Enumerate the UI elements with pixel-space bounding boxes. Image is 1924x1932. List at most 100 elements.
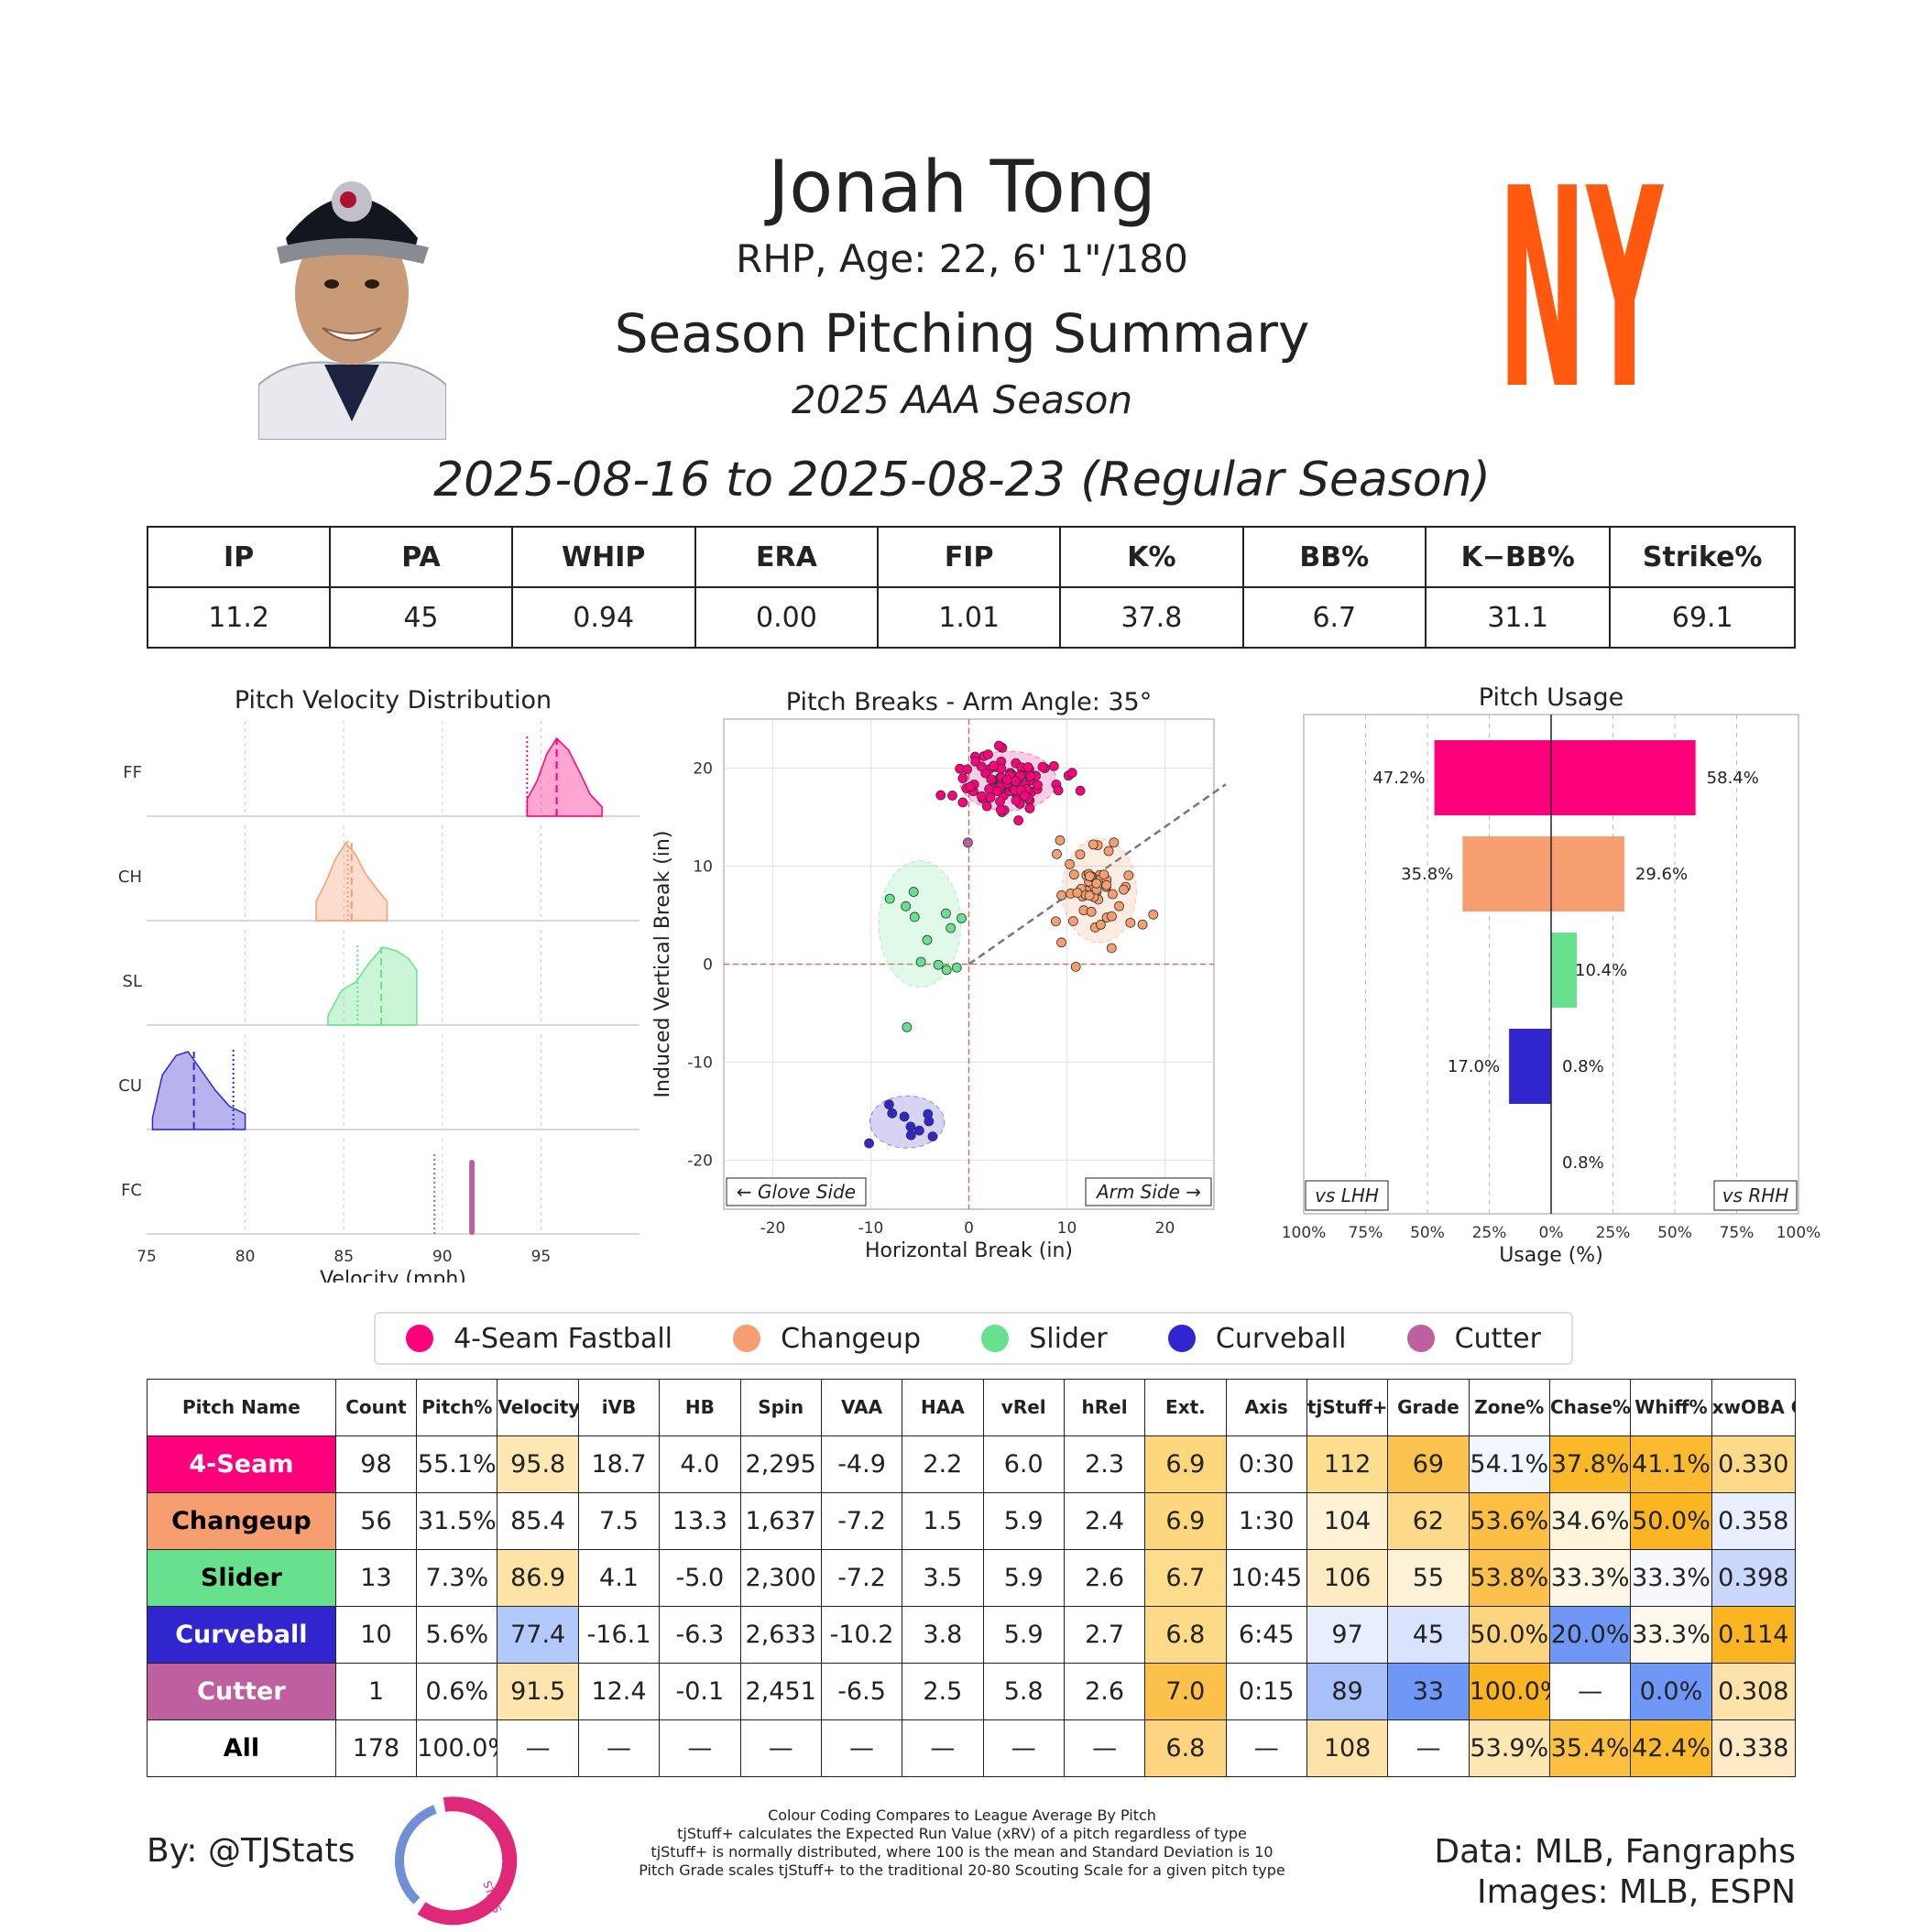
stat-header: PA [329, 526, 513, 588]
break-x-tick: 0 [964, 1219, 974, 1238]
pitch-table-header-cell: Pitch% [416, 1379, 498, 1436]
velocity-tick-label: 85 [333, 1248, 354, 1266]
break-point-ff [1020, 791, 1031, 802]
pitch-metric-cell: 0.6% [416, 1663, 498, 1720]
pitch-metric-cell: 86.9 [497, 1549, 579, 1607]
stat-header: IP [146, 526, 332, 588]
glove-side-frame [726, 1177, 867, 1206]
legend-label: Curveball [1215, 1322, 1347, 1355]
pitch-metric-cell: 5.9 [982, 1606, 1065, 1664]
pitch-metric-cell: 54.1% [1468, 1435, 1550, 1493]
usage-tick-label: 100% [1776, 1224, 1821, 1242]
break-point-sl [941, 908, 951, 919]
break-point-ch [1103, 846, 1114, 857]
footnote: tjStuff+ is normally distributed, where … [650, 1843, 1274, 1861]
break-point-ch [1114, 901, 1124, 911]
summary-title: Season Pitching Summary [614, 302, 1310, 365]
pitch-table-header-cell: Velocity [497, 1379, 579, 1436]
usage-bar-lhh-cu [1509, 1029, 1551, 1104]
break-point-cu [864, 1138, 874, 1149]
break-point-ch [1137, 919, 1148, 930]
pitch-metric-cell: 33.3% [1548, 1549, 1632, 1607]
break-point-cu [887, 1108, 898, 1119]
pitch-metric-cell: 1:30 [1225, 1492, 1307, 1550]
pitch-metric-cell: 97 [1306, 1606, 1389, 1664]
pitch-metric-cell: 85.4 [497, 1492, 579, 1550]
break-point-fc [963, 837, 973, 848]
break-point-ch [1067, 916, 1078, 926]
vs-lhh-label: vs LHH [1315, 1184, 1379, 1206]
pitch-metric-cell: — [1548, 1663, 1632, 1720]
pitch-table-row: Slider 13 7.3% 86.9 4.1 -5.0 2,300 -7.2 3.5 5.9 2.… [147, 1549, 1797, 1607]
data-credits: Data: MLB, Fangraphs Images: MLB, ESPN [1434, 1832, 1796, 1913]
pitch-metric-cell: — [659, 1719, 741, 1777]
break-point-ff [1011, 795, 1022, 806]
break-point-ff [1053, 785, 1064, 796]
break-point-sl [951, 962, 962, 973]
pitch-metric-cell: 34.6% [1548, 1492, 1632, 1550]
pitch-metric-cell: -16.1 [577, 1606, 661, 1664]
break-point-sl [915, 956, 926, 967]
pitch-name-cell: Changeup [147, 1492, 336, 1550]
break-point-ch [1086, 906, 1097, 917]
pitch-metric-cell: 4.0 [659, 1435, 741, 1493]
break-point-sl [933, 959, 944, 970]
break-point-sl [908, 887, 919, 897]
pitch-metric-cell: -0.1 [659, 1663, 741, 1720]
pitch-table-row: All178100.0%————————6.8—108—53.9%35.4%42… [147, 1719, 1797, 1777]
pitch-table-header-cell: Spin [739, 1379, 822, 1436]
glove-side-box: ← Glove Side [726, 1177, 867, 1206]
legend-item-cutter: Cutter [1406, 1323, 1541, 1355]
usage-bar-lhh-ff [1434, 740, 1551, 815]
pitch-table-header-cell: Whiff% [1630, 1379, 1712, 1436]
break-point-ff [1010, 776, 1021, 787]
pitch-metric-cell: 42.4% [1630, 1719, 1712, 1777]
usage-value-lhh: 35.8% [1401, 865, 1453, 884]
pitch-metric-cell: — [820, 1719, 903, 1777]
usage-value-rhh: 0.8% [1562, 1057, 1604, 1076]
pitch-metric-cell: 0.398 [1711, 1549, 1797, 1607]
pitch-metric-cell: -6.3 [659, 1606, 741, 1664]
break-point-sl [909, 911, 920, 922]
break-point-ff [1033, 780, 1043, 791]
break-point-ch [1052, 848, 1062, 859]
legend-label: Slider [1029, 1322, 1108, 1355]
break-point-sl [922, 934, 933, 945]
pitch-metric-cell: 6.8 [1144, 1606, 1227, 1664]
break-point-cu [914, 1125, 924, 1136]
legend-label: Changeup [781, 1322, 922, 1355]
pitch-metric-cell: 2,451 [739, 1663, 822, 1720]
pitch-table-header-cell: Pitch Name [147, 1379, 336, 1436]
velocity-distribution-chart: Pitch Velocity Distribution FF CH SL CU FC 75 8… [118, 686, 640, 1283]
break-cluster-sl [878, 860, 962, 988]
stat-value: 0.00 [694, 586, 880, 649]
break-point-ch [1056, 937, 1066, 948]
usage-bar-lhh-ch [1462, 836, 1551, 911]
vs-lhh-frame [1305, 1180, 1389, 1211]
pitch-metric-cell: 50.0% [1468, 1606, 1550, 1664]
pitch-metric-cell: 55.1% [416, 1435, 498, 1493]
usage-axis-label: Usage (%) [1499, 1244, 1603, 1267]
usage-tick-label: 75% [1349, 1224, 1383, 1242]
pitch-metric-cell: 2.6 [1063, 1549, 1146, 1607]
vs-rhh-label: vs RHH [1722, 1184, 1789, 1206]
pitch-metric-cell: 37.8% [1548, 1435, 1632, 1493]
break-point-ff [970, 756, 981, 767]
legend-item-curveball: Curveball [1167, 1322, 1347, 1355]
break-chart-title: Pitch Breaks - Arm Angle: 35° [786, 688, 1152, 716]
vs-rhh-box: vs RHH [1713, 1180, 1798, 1211]
pitch-table-header-cell: iVB [577, 1379, 661, 1436]
break-x-tick: -20 [760, 1219, 786, 1238]
pitch-table-header-cell: vRel [982, 1379, 1065, 1436]
usage-bar-rhh-ff [1551, 740, 1696, 815]
break-point-ch [1050, 916, 1061, 927]
vs-rhh-frame [1713, 1180, 1798, 1211]
pitch-table-row: Changeup 56 31.5% 85.4 7.5 13.3 1,637 -7.2 1.5 5.… [147, 1492, 1797, 1550]
pitch-table-header-cell: HAA [902, 1379, 984, 1436]
arm-side-label: Arm Side → [1095, 1181, 1201, 1203]
pitch-table-header-cell: Ext. [1144, 1379, 1227, 1436]
pitch-metric-cell: 4.1 [577, 1549, 661, 1607]
pitch-metric-cell: 0.358 [1711, 1492, 1797, 1550]
pitch-metric-cell: 2.2 [902, 1435, 984, 1493]
pitch-name-cell: All [147, 1719, 336, 1777]
